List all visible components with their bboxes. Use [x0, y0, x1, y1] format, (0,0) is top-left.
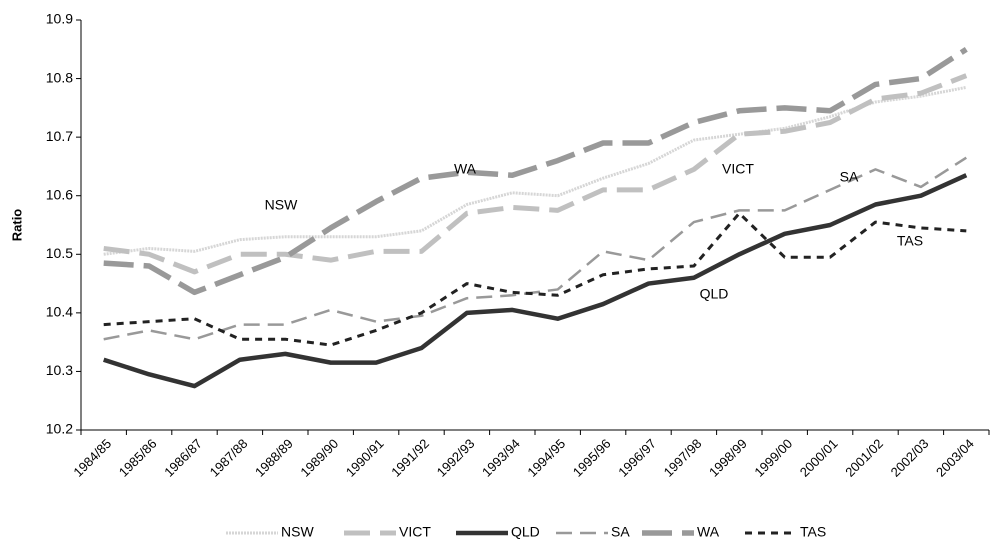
x-tick-label: 2000/01 — [797, 436, 841, 480]
x-tick-label: 1997/98 — [661, 436, 705, 480]
legend-label: SA — [611, 524, 630, 540]
y-tick-label: 10.8 — [46, 69, 73, 85]
y-tick-label: 10.2 — [46, 421, 73, 437]
x-tick-label: 2002/03 — [888, 436, 932, 480]
legend-label: TAS — [800, 524, 826, 540]
y-tick-label: 10.3 — [46, 362, 73, 378]
legend-label: QLD — [511, 524, 540, 540]
series-line — [103, 46, 968, 296]
x-tick-label: 1987/88 — [207, 436, 251, 480]
y-tick-label: 10.6 — [46, 186, 73, 202]
x-tick-label: 1988/89 — [252, 436, 296, 480]
x-tick-label: 1999/00 — [751, 436, 795, 480]
legend-label: WA — [697, 524, 720, 540]
x-tick-label: 2001/02 — [842, 436, 886, 480]
annotation: WA — [454, 161, 477, 177]
x-tick-label: 1985/86 — [116, 436, 160, 480]
x-tick-label: 1989/90 — [297, 436, 341, 480]
x-tick-label: 1986/87 — [161, 436, 205, 480]
x-tick-label: 1995/96 — [570, 436, 614, 480]
annotation: NSW — [265, 197, 298, 213]
y-axis-label: Ratio — [9, 209, 24, 242]
y-tick-label: 10.5 — [46, 245, 73, 261]
series-line — [103, 211, 967, 347]
x-tick-label: 1990/91 — [343, 436, 387, 480]
x-tick-label: 2003/04 — [933, 436, 977, 480]
x-tick-label: 1992/93 — [434, 436, 478, 480]
x-tick-label: 1993/94 — [479, 436, 523, 480]
x-tick-label: 1991/92 — [388, 436, 432, 480]
y-tick-label: 10.9 — [46, 11, 73, 27]
legend-label: NSW — [281, 524, 314, 540]
x-tick-label: 1984/85 — [70, 436, 114, 480]
x-tick-label: 1998/99 — [706, 436, 750, 480]
annotation: QLD — [700, 286, 729, 302]
y-tick-label: 10.7 — [46, 128, 73, 144]
series-line — [103, 73, 968, 275]
series-line — [103, 173, 968, 389]
series-line — [103, 85, 967, 256]
annotation: SA — [840, 169, 859, 185]
legend-label: VICT — [399, 524, 431, 540]
y-tick-label: 10.4 — [46, 304, 73, 320]
series-line — [103, 156, 967, 341]
annotation: TAS — [897, 233, 923, 249]
x-tick-label: 1994/95 — [524, 436, 568, 480]
x-tick-label: 1996/97 — [615, 436, 659, 480]
annotation: VICT — [722, 161, 754, 177]
